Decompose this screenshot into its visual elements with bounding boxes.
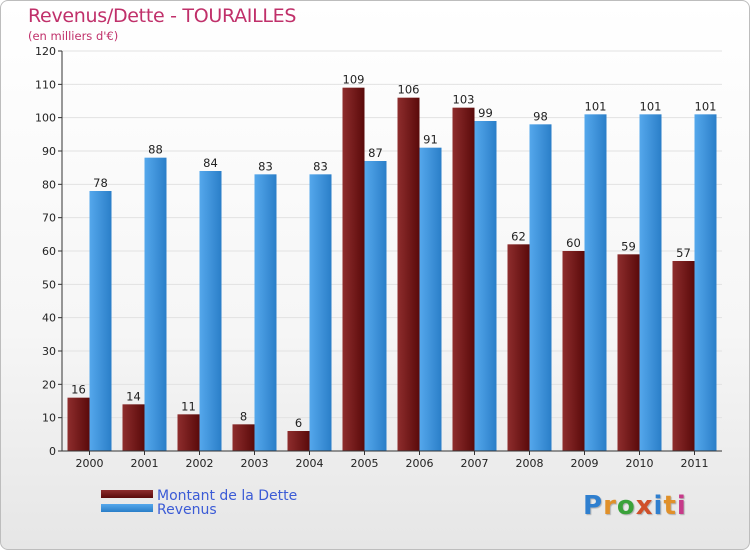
- data-label: 8: [240, 409, 247, 423]
- bar-dette: [122, 404, 145, 451]
- y-tick-label: 10: [42, 412, 56, 425]
- data-label: 91: [423, 133, 438, 147]
- x-tick-label: 2001: [131, 457, 159, 470]
- grid-lines: [62, 50, 722, 419]
- y-tick-label: 30: [42, 345, 56, 358]
- y-tick-label: 60: [42, 245, 56, 258]
- bar-revenus: [529, 124, 552, 451]
- axes: 0 10 20 30 40 50 60 70 80 90 100 110 120 2000 2001 2002…: [35, 45, 722, 470]
- y-tick-label: 50: [42, 278, 56, 291]
- bar-revenus: [199, 171, 222, 451]
- data-label: 99: [478, 106, 493, 120]
- bar-revenus: [89, 191, 112, 451]
- x-tick-label: 2004: [296, 457, 324, 470]
- data-label: 59: [621, 239, 636, 253]
- bar-revenus: [474, 121, 497, 451]
- proxiti-logo: Proxiti: [583, 491, 687, 521]
- data-label: 83: [313, 159, 328, 173]
- bar-revenus: [254, 174, 277, 452]
- y-tick-label: 80: [42, 178, 56, 191]
- bar-dette: [562, 251, 585, 451]
- logo-letter: i: [653, 491, 664, 521]
- chart-title: Revenus/Dette - TOURAILLES: [28, 5, 297, 27]
- data-label: 88: [148, 143, 163, 157]
- bar-dette: [507, 244, 530, 451]
- data-label: 62: [511, 229, 526, 243]
- legend-label-revenus: Revenus: [157, 502, 217, 518]
- x-tick-label: 2008: [516, 457, 544, 470]
- bar-dette: [397, 97, 420, 452]
- bar-revenus: [639, 114, 662, 451]
- legend-label-dette: Montant de la Dette: [157, 488, 298, 504]
- bar-revenus: [309, 174, 332, 452]
- x-tick-label: 2009: [571, 457, 599, 470]
- data-label: 101: [640, 99, 662, 113]
- y-tick-label: 40: [42, 312, 56, 325]
- data-label: 101: [695, 99, 717, 113]
- data-label: 83: [258, 159, 273, 173]
- bar-revenus: [584, 114, 607, 451]
- y-tick-label: 100: [35, 112, 56, 125]
- bar-dette: [452, 107, 475, 452]
- data-label: 84: [203, 156, 218, 170]
- data-label: 14: [126, 389, 141, 403]
- logo-letter: r: [603, 491, 617, 521]
- logo-letter: i: [676, 491, 687, 521]
- legend-swatch-revenus: [101, 504, 153, 512]
- x-tick-label: 2010: [626, 457, 654, 470]
- bar-revenus: [419, 147, 442, 451]
- bar-dette: [287, 431, 310, 451]
- y-tick-label: 20: [42, 378, 56, 391]
- bar-revenus: [694, 114, 717, 451]
- logo-letter: x: [635, 491, 654, 521]
- y-tick-label: 0: [49, 445, 56, 458]
- data-label: 57: [676, 246, 691, 260]
- data-label: 103: [453, 93, 475, 107]
- data-label: 101: [585, 99, 607, 113]
- x-tick-label: 2006: [406, 457, 434, 470]
- bar-dette: [67, 397, 90, 451]
- x-tick-label: 2002: [186, 457, 214, 470]
- bar-revenus: [144, 157, 167, 451]
- data-label: 6: [295, 416, 302, 430]
- bar-revenus: [364, 161, 387, 451]
- bars: [67, 87, 717, 452]
- y-tick-label: 70: [42, 212, 56, 225]
- data-label: 16: [71, 383, 86, 397]
- x-tick-label: 2011: [681, 457, 709, 470]
- y-tick-label: 110: [35, 78, 56, 91]
- data-label: 106: [398, 83, 420, 97]
- bar-dette: [672, 261, 695, 451]
- bar-dette: [177, 414, 200, 451]
- bar-dette: [342, 87, 365, 452]
- y-tick-label: 120: [35, 45, 56, 58]
- data-label: 78: [93, 176, 108, 190]
- x-tick-label: 2005: [351, 457, 379, 470]
- bar-dette: [617, 254, 640, 451]
- data-label: 60: [566, 236, 581, 250]
- x-tick-label: 2007: [461, 457, 489, 470]
- logo-letter: P: [583, 491, 604, 521]
- data-label: 87: [368, 146, 383, 160]
- logo-letter: o: [616, 491, 636, 521]
- bar-dette: [232, 424, 255, 451]
- data-label: 11: [181, 399, 196, 413]
- x-tick-label: 2003: [241, 457, 269, 470]
- logo-letter: t: [663, 491, 677, 521]
- y-tick-label: 90: [42, 145, 56, 158]
- data-label: 98: [533, 109, 548, 123]
- x-tick-label: 2000: [76, 457, 104, 470]
- legend-swatch-dette: [101, 490, 153, 498]
- data-label: 109: [343, 73, 365, 87]
- chart-subtitle: (en milliers d'€): [28, 29, 119, 43]
